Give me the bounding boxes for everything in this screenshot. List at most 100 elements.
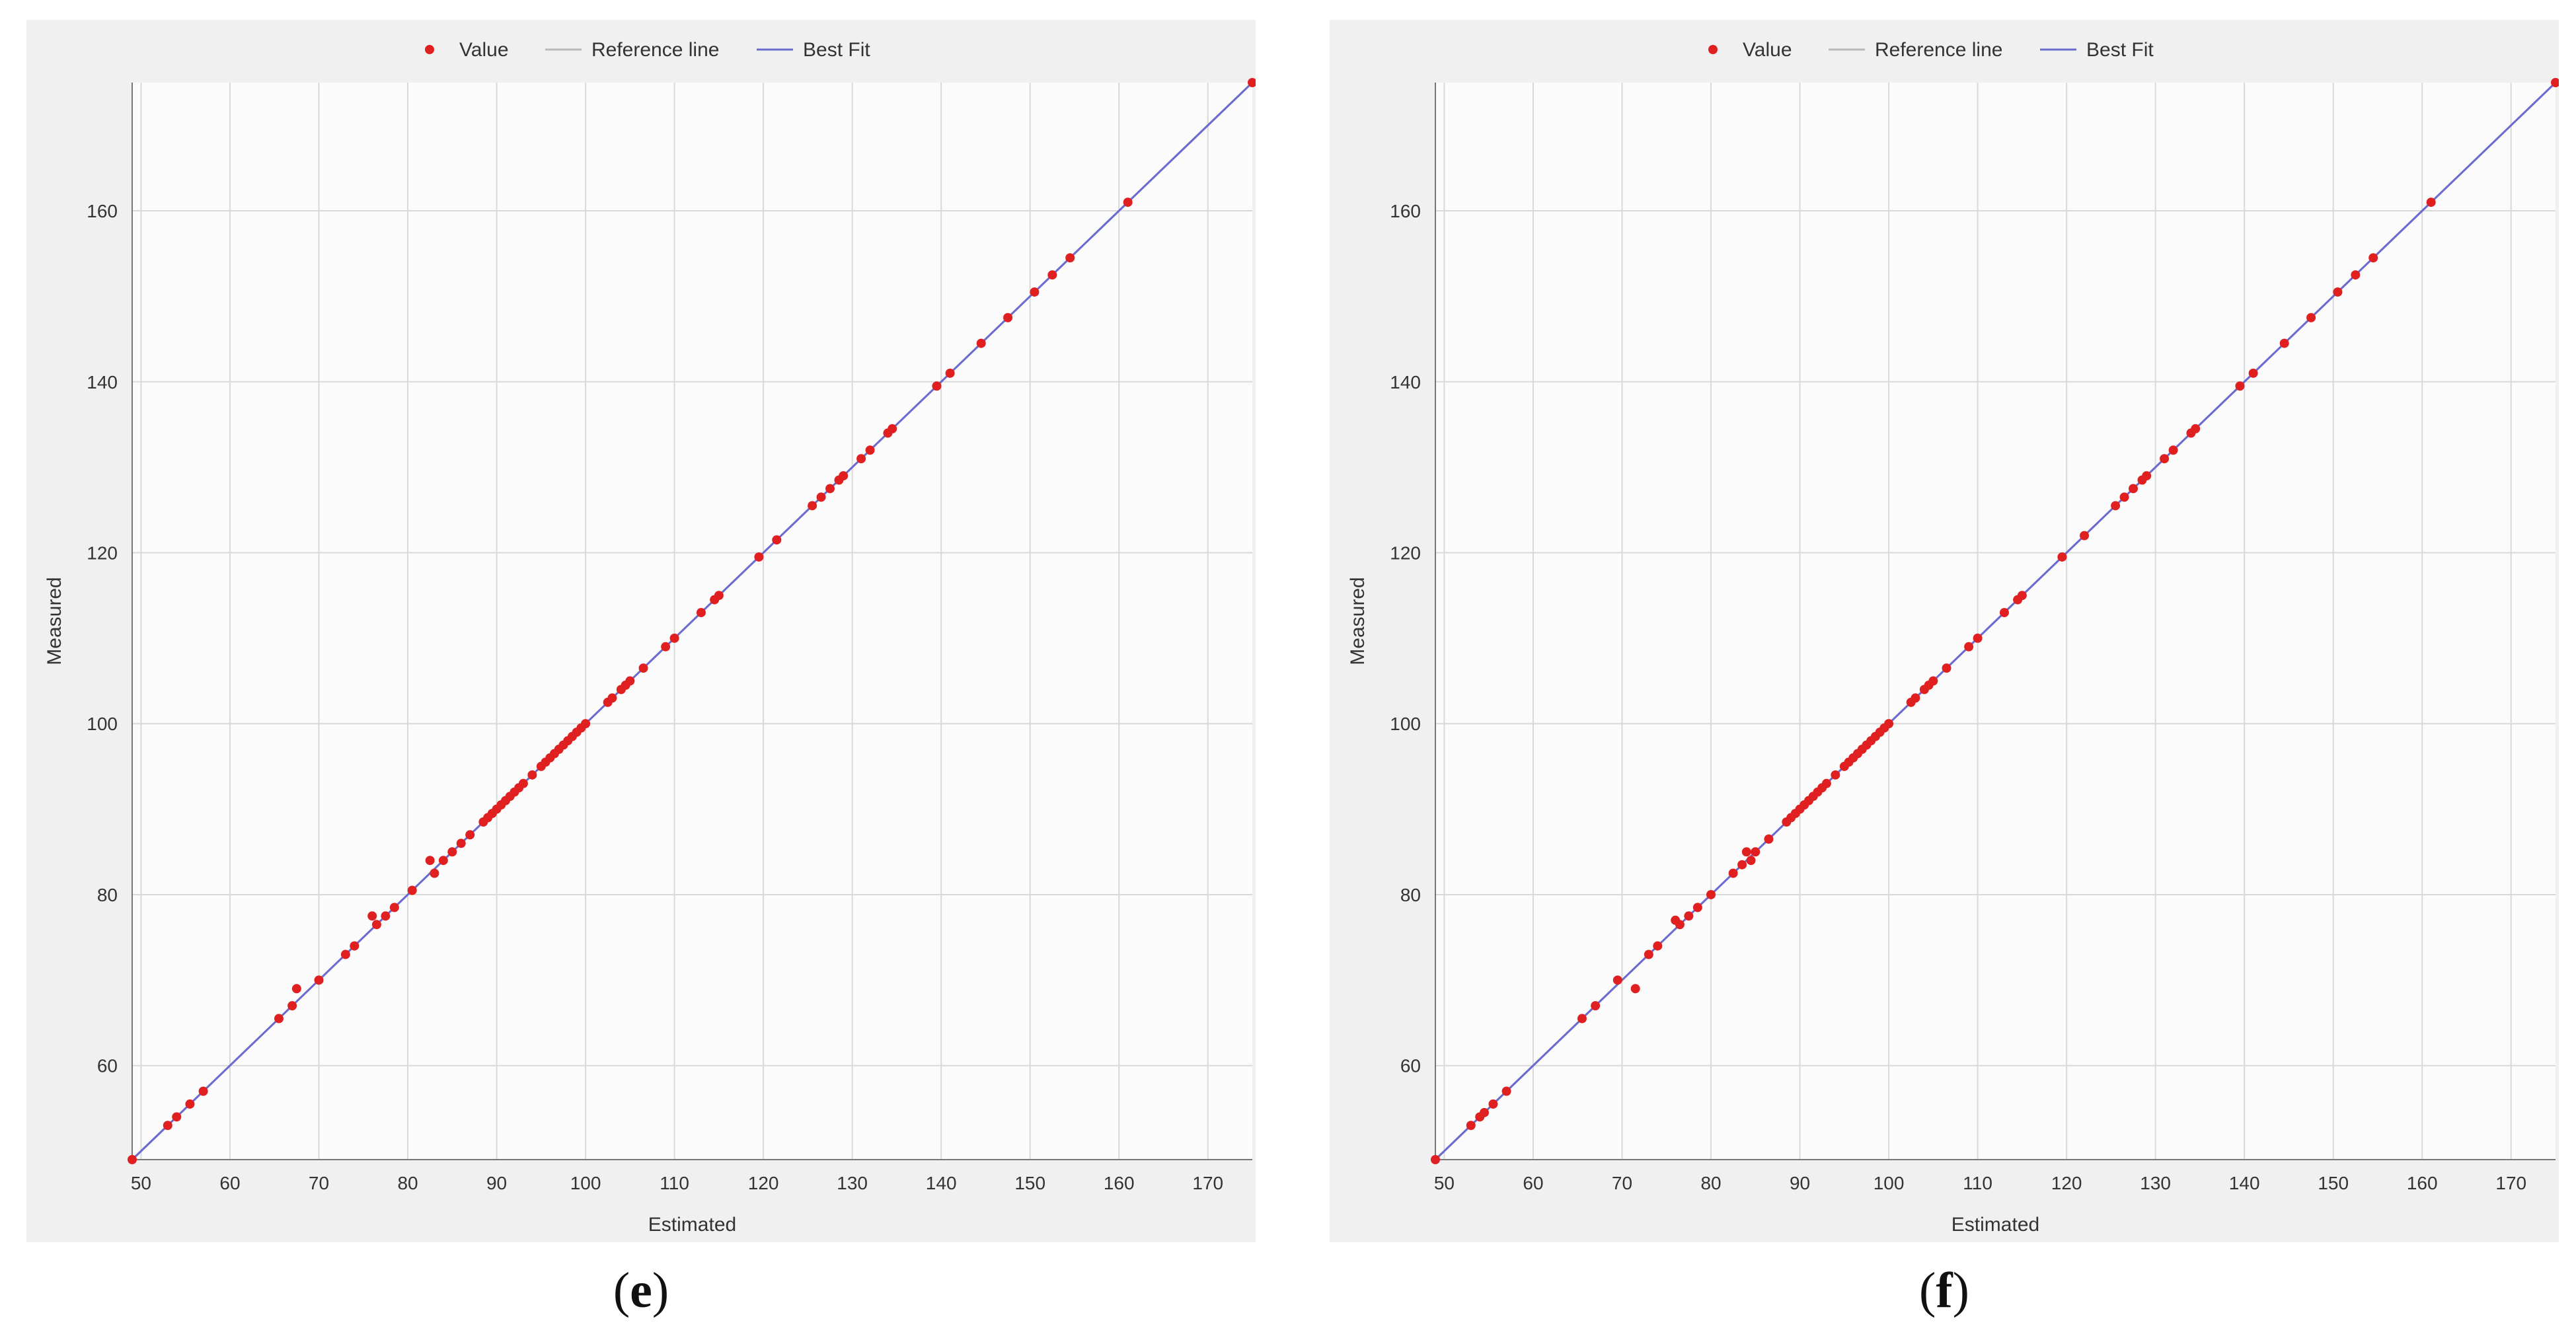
data-point [816, 492, 826, 502]
data-point [381, 911, 391, 921]
data-point [808, 501, 817, 511]
data-point [2279, 338, 2289, 348]
x-tick-label: 90 [486, 1173, 507, 1193]
data-point [714, 591, 724, 601]
data-point [371, 920, 381, 930]
data-point [772, 535, 782, 545]
data-point [865, 445, 875, 455]
x-tick-label: 80 [1700, 1173, 1721, 1193]
scatter-chart-e: 50 60 70 80 90 100 110 120 130 140 150 160 170 60 80 10… [44, 39, 1256, 1236]
data-point [2368, 253, 2378, 263]
data-point [1973, 633, 1983, 643]
y-tick-label: 100 [1390, 714, 1421, 734]
data-point [2235, 381, 2245, 391]
x-tick-label: 120 [2051, 1173, 2082, 1193]
data-point [1942, 663, 1951, 673]
data-point [172, 1112, 182, 1122]
data-point [438, 856, 448, 866]
data-point [607, 693, 617, 703]
legend-bestfit-label: Best Fit [803, 39, 870, 61]
data-point [465, 830, 475, 840]
data-point [1577, 1014, 1587, 1024]
x-tick-label: 130 [2140, 1173, 2171, 1193]
y-tick-label: 120 [87, 543, 118, 564]
y-tick-label: 100 [87, 714, 118, 734]
data-point [128, 1155, 137, 1164]
data-point [407, 885, 417, 895]
y-tick-label: 160 [87, 201, 118, 221]
x-tick-label: 160 [1104, 1173, 1135, 1193]
data-point [1591, 1001, 1601, 1011]
x-tick-label: 80 [397, 1173, 418, 1193]
legend-value-marker [1708, 45, 1718, 54]
data-point [1928, 676, 1938, 686]
legend-value-label: Value [459, 39, 509, 61]
x-tick-label: 130 [837, 1173, 868, 1193]
data-point [430, 868, 439, 878]
x-tick-label: 50 [131, 1173, 151, 1193]
x-tick-label: 100 [1874, 1173, 1905, 1193]
data-point [1479, 1107, 1489, 1117]
data-point [1630, 984, 1640, 994]
data-point [1964, 642, 1974, 651]
data-point [367, 911, 377, 921]
data-point [2057, 552, 2067, 562]
data-point [1684, 911, 1694, 921]
data-point [2160, 454, 2170, 464]
x-tick-label: 60 [1523, 1173, 1543, 1193]
data-point [1999, 608, 2009, 618]
chart-panel-e: 50 60 70 80 90 100 110 120 130 140 150 160 170 60 80 10… [26, 20, 1256, 1242]
data-point [825, 484, 835, 494]
y-tick-label: 80 [97, 885, 118, 905]
data-point [1431, 1155, 1440, 1164]
x-tick-label: 70 [309, 1173, 329, 1193]
x-tick-label: 110 [660, 1173, 689, 1193]
data-point [1692, 903, 1702, 912]
data-point [1831, 770, 1840, 780]
y-tick-label: 60 [97, 1056, 118, 1076]
data-point [447, 847, 457, 857]
data-point [2080, 531, 2090, 540]
data-point [350, 941, 360, 951]
data-point [2017, 591, 2027, 601]
x-tick-label: 140 [2229, 1173, 2260, 1193]
data-point [1047, 270, 1057, 280]
caption-letter-f: f [1936, 1263, 1953, 1318]
data-point [2111, 501, 2121, 511]
data-point [456, 838, 466, 848]
data-point [839, 471, 849, 481]
x-tick-label: 160 [2407, 1173, 2438, 1193]
scatter-chart-f: 50 60 70 80 90 100 110 120 130 140 150 160 170 60 80 10… [1347, 39, 2559, 1236]
data-point [2551, 78, 2559, 87]
y-tick-label: 60 [1400, 1056, 1421, 1076]
data-point [625, 676, 635, 686]
x-tick-label: 60 [219, 1173, 240, 1193]
y-tick-label: 120 [1390, 543, 1421, 564]
legend-value-marker [425, 45, 434, 54]
data-point [163, 1121, 172, 1131]
data-point [945, 368, 955, 378]
legend-bestfit-label: Best Fit [2086, 39, 2154, 61]
data-point [1065, 253, 1075, 263]
data-point [581, 719, 591, 729]
x-tick-label: 170 [2495, 1173, 2526, 1193]
data-point [2333, 287, 2343, 297]
data-point [754, 552, 764, 562]
data-point [2168, 445, 2178, 455]
x-tick-label: 150 [1014, 1173, 1045, 1193]
data-point [2191, 424, 2201, 433]
x-tick-label: 90 [1790, 1173, 1810, 1193]
data-point [274, 1014, 284, 1024]
x-tick-label: 100 [570, 1173, 601, 1193]
data-point [1501, 1086, 1511, 1096]
y-tick-label: 80 [1400, 885, 1421, 905]
data-point [2351, 270, 2361, 280]
data-point [185, 1099, 195, 1109]
legend-value-label: Value [1743, 39, 1792, 61]
x-tick-label: 120 [748, 1173, 779, 1193]
data-point [638, 663, 648, 673]
x-tick-label: 70 [1612, 1173, 1632, 1193]
data-point [518, 778, 528, 788]
data-point [669, 633, 679, 643]
caption-f: (f) [1919, 1263, 1969, 1318]
